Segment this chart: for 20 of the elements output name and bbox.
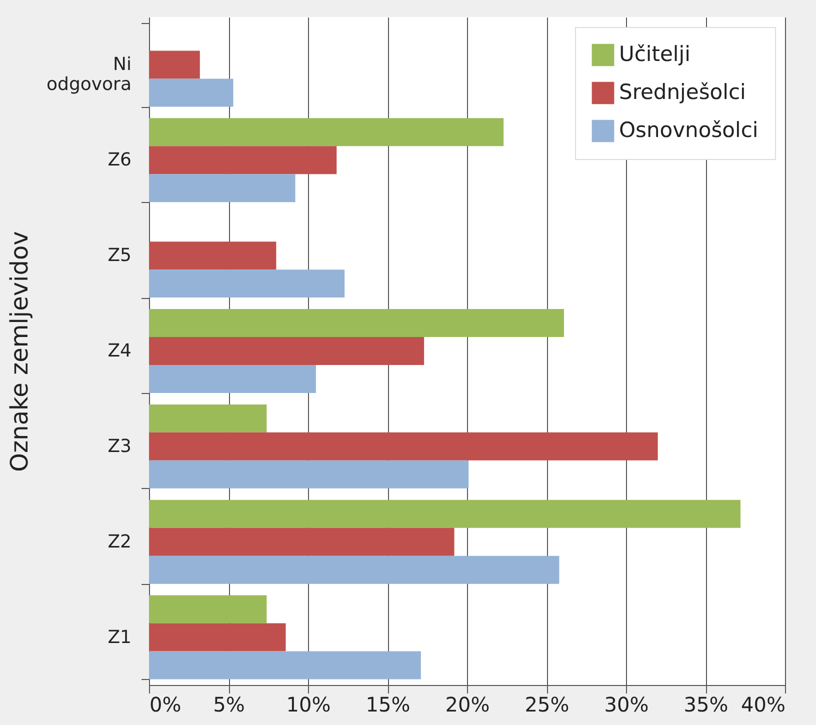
y-tick-label: Z3 <box>108 436 132 457</box>
y-tick-label: Ni odgovora <box>46 54 132 96</box>
legend-label: Učitelji <box>619 42 690 66</box>
x-tick-label: 5% <box>213 692 245 716</box>
y-tick-label: Z2 <box>108 531 132 552</box>
y-axis-title: Oznake zemljevidov <box>6 231 34 472</box>
x-tick-label: 15% <box>366 692 410 716</box>
x-tick-label: 20% <box>445 692 490 716</box>
x-tick-label: 40% <box>741 692 786 716</box>
y-tick-label: Z6 <box>108 150 132 171</box>
x-tick-label: 35% <box>684 692 728 716</box>
x-tick-label: 0% <box>150 692 182 716</box>
y-tick-label: Z1 <box>108 626 132 648</box>
x-tick-label: 30% <box>604 692 649 716</box>
x-tick-label: 10% <box>286 692 331 716</box>
y-tick-label: Z4 <box>108 340 132 362</box>
x-tick-label: 25% <box>524 692 570 716</box>
y-tick-label: Z5 <box>108 245 132 266</box>
legend-label: Osnovnošolci <box>619 118 758 142</box>
legend-label: Srednješolci <box>619 80 746 104</box>
